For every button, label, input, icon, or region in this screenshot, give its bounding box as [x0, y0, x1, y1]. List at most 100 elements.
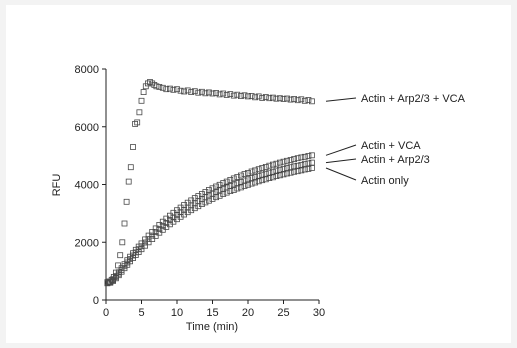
data-point [209, 190, 216, 197]
data-point [291, 163, 298, 170]
data-point [220, 180, 227, 187]
data-point [213, 189, 220, 195]
data-point [241, 182, 248, 189]
data-point [174, 86, 180, 93]
data-point [294, 97, 301, 104]
data-point [156, 84, 163, 90]
data-point [156, 221, 163, 228]
x-tick-label: 10 [171, 307, 183, 319]
y-tick-label: 4000 [75, 180, 99, 192]
data-point [301, 166, 308, 173]
data-point [159, 226, 166, 233]
data-point [252, 94, 259, 101]
data-point [259, 95, 266, 101]
data-point [205, 197, 212, 204]
data-point [287, 164, 294, 171]
data-point [227, 91, 234, 97]
data-point [248, 168, 255, 175]
x-axis-title: Time (min) [186, 321, 238, 333]
data-point [308, 98, 315, 105]
data-point [280, 171, 287, 178]
data-point [202, 199, 209, 206]
data-point [191, 88, 198, 95]
data-point [118, 268, 125, 275]
data-point [191, 205, 198, 212]
chart-frame: 0 2000 4000 6000 8000 0 5 10 15 20 25 30 Actin + A… [6, 5, 511, 343]
data-point [276, 95, 283, 102]
data-point [273, 95, 280, 102]
data-point [209, 185, 216, 192]
data-point [119, 239, 126, 246]
data-point [227, 176, 234, 183]
data-point [245, 181, 251, 188]
data-point [188, 207, 195, 214]
x-tick-label: 5 [138, 307, 144, 319]
data-point [209, 90, 216, 97]
x-tick-label: 0 [103, 307, 109, 319]
data-point [125, 178, 132, 185]
data-point [202, 189, 209, 195]
data-point [216, 181, 223, 188]
data-point [198, 201, 205, 208]
data-point [276, 166, 283, 173]
data-point [121, 220, 128, 227]
data-point [245, 93, 251, 100]
leader-line [325, 144, 357, 156]
data-point [153, 83, 160, 90]
data-point [266, 169, 273, 176]
data-point [142, 239, 149, 246]
leader-line [325, 158, 357, 164]
data-point [298, 96, 305, 103]
data-point [259, 177, 266, 184]
data-point [156, 226, 163, 232]
data-point [262, 170, 269, 177]
data-point [245, 169, 251, 176]
data-point [230, 187, 237, 193]
data-point [305, 97, 312, 103]
data-point [166, 85, 173, 92]
data-point [223, 189, 230, 196]
leader-line [325, 97, 357, 102]
data-point [248, 93, 255, 99]
data-point [308, 165, 315, 171]
data-point [195, 89, 202, 96]
data-point [149, 232, 156, 239]
data-point [269, 174, 276, 181]
x-tick-label: 30 [313, 307, 325, 319]
data-point [142, 242, 149, 249]
data-point [305, 160, 312, 167]
data-point [220, 90, 227, 97]
data-point [252, 174, 259, 180]
data-point [163, 215, 170, 222]
series-label: Actin + VCA [361, 140, 421, 152]
data-point [291, 156, 298, 163]
data-point [134, 119, 141, 126]
data-point [159, 222, 166, 229]
data-point [216, 187, 223, 194]
data-point [209, 195, 216, 202]
data-point [188, 89, 195, 95]
series-label: Actin + Arp2/3 [361, 154, 430, 166]
data-point [145, 236, 152, 243]
data-point [230, 181, 237, 188]
data-point [280, 165, 287, 172]
data-point [142, 83, 149, 90]
data-point [255, 178, 262, 185]
data-point [266, 162, 273, 169]
data-point [273, 173, 280, 180]
data-point [259, 171, 266, 178]
data-point [230, 92, 237, 99]
data-point [205, 192, 212, 199]
data-point [237, 184, 244, 191]
data-point [163, 86, 170, 93]
data-point [184, 209, 191, 216]
scatter-chart: 0 2000 4000 6000 8000 0 5 10 15 20 25 30 Actin + A… [51, 64, 466, 333]
data-point [142, 236, 149, 243]
data-point [284, 170, 290, 177]
data-point [284, 165, 290, 171]
data-point [213, 183, 220, 190]
data-points [104, 79, 315, 287]
data-point [266, 95, 273, 102]
data-point [234, 91, 241, 98]
data-point [262, 163, 269, 170]
